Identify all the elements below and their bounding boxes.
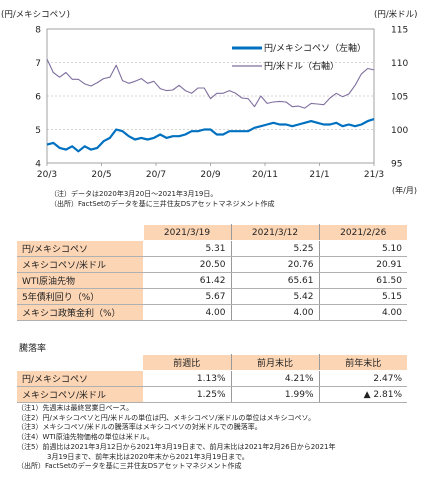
market-data-table: 2021/3/19 2021/3/12 2021/2/26 円/メキシコペソ 5… bbox=[17, 224, 407, 321]
y-left-tick-label: 8 bbox=[35, 26, 41, 36]
table-row: WTI原油先物 61.42 65.61 61.50 bbox=[17, 272, 407, 289]
y-right-tick-label: 105 bbox=[391, 93, 408, 103]
row-label: 5年債利回り（%） bbox=[17, 288, 144, 305]
table-cell: 61.42 bbox=[143, 272, 232, 289]
y-left-tick-label: 7 bbox=[35, 59, 41, 69]
table-row: 5年債利回り（%） 5.67 5.42 5.15 bbox=[17, 288, 407, 305]
row-label: メキシコペソ/米ドル bbox=[17, 386, 143, 403]
series-line-jpy-usd bbox=[46, 58, 375, 109]
table-cell: 5.25 bbox=[231, 240, 320, 257]
table-cell: 20.76 bbox=[231, 256, 320, 273]
chart-source: （出所）FactSetのデータを基に三井住友DSアセットマネジメント作成 bbox=[50, 200, 275, 208]
table-row: 円/メキシコペソ 5.31 5.25 5.10 bbox=[17, 240, 407, 257]
table-row: メキシコペソ/米ドル 1.25% 1.99% ▲ 2.81% bbox=[17, 386, 407, 403]
table-corner bbox=[17, 354, 143, 371]
footnote: （注1）先週末は最終営業日ベース。 bbox=[17, 404, 134, 412]
footnote: （注4）WTI原油先物価格の単位は米ドル。 bbox=[17, 433, 154, 442]
x-axis-label: (年/月) bbox=[392, 185, 417, 195]
table-cell: 1.13% bbox=[143, 370, 232, 387]
row-label: メキシコ政策金利（%） bbox=[17, 304, 144, 321]
y-right-tick-label: 100 bbox=[391, 126, 408, 136]
footnote: （注3）メキシコペソ/米ドルの騰落率はメキシコペソの対米ドルでの騰落率。 bbox=[17, 423, 262, 432]
chart-note: （注）データは2020年3月20日～2021年3月19日。 bbox=[50, 190, 218, 198]
y-left-tick-label: 5 bbox=[35, 126, 41, 136]
chart-legend: 円/メキシコペソ（左軸） 円/米ドル（右軸） bbox=[232, 42, 366, 72]
table-row: 円/メキシコペソ 1.13% 4.21% 2.47% bbox=[17, 370, 407, 387]
table-header-row: 2021/3/19 2021/3/12 2021/2/26 bbox=[17, 224, 407, 241]
footnote: （出所）FactSetのデータを基に三井住友DSアセットマネジメント作成 bbox=[17, 462, 242, 471]
table-header-row: 前週比 前月末比 前年末比 bbox=[17, 354, 407, 371]
table-cell: 4.00 bbox=[231, 304, 320, 321]
series-lines bbox=[46, 58, 375, 153]
column-header: 2021/3/19 bbox=[143, 224, 232, 241]
table-cell: 1.25% bbox=[143, 386, 232, 403]
table-cell: 65.61 bbox=[231, 272, 320, 289]
column-header: 前月末比 bbox=[231, 354, 320, 371]
table-cell: 4.21% bbox=[231, 370, 320, 387]
x-tick-label: 20/7 bbox=[146, 170, 166, 180]
row-label: 円/メキシコペソ bbox=[17, 240, 144, 257]
series-line-jpy-mxn bbox=[46, 118, 375, 153]
column-header: 前週比 bbox=[143, 354, 232, 371]
table-cell: 5.67 bbox=[143, 288, 232, 305]
footnote: 3月19日まで、前年末比は2020年末から2021年3月19日まで。 bbox=[47, 452, 249, 461]
x-tick-label: 20/11 bbox=[252, 170, 278, 180]
table-cell: 4.00 bbox=[319, 304, 407, 321]
change-rate-title: 騰落率 bbox=[19, 344, 47, 354]
x-tick-label: 21/1 bbox=[309, 170, 329, 180]
table-row: メキシコペソ/米ドル 20.50 20.76 20.91 bbox=[17, 256, 407, 273]
table-cell: 5.15 bbox=[319, 288, 407, 305]
legend-label-usd: 円/米ドル（右軸） bbox=[264, 60, 339, 72]
footnotes: （注1）先週末は最終営業日ベース。 （注2）円/メキシコペソと円/米ドルの単位は… bbox=[17, 404, 336, 472]
table-cell: 61.50 bbox=[319, 272, 407, 289]
table-cell: 5.10 bbox=[319, 240, 407, 257]
y-left-tick-label: 4 bbox=[35, 160, 41, 170]
row-label: メキシコペソ/米ドル bbox=[17, 256, 144, 273]
y-left-tick-label: 6 bbox=[35, 93, 41, 103]
x-tick-label: 21/3 bbox=[364, 170, 384, 180]
y-right-tick-label: 110 bbox=[391, 59, 408, 69]
y-right-tick-labels: 95 100 105 110 115 bbox=[391, 26, 408, 170]
table-cell: 5.31 bbox=[143, 240, 232, 257]
legend-label-mxn: 円/メキシコペソ（左軸） bbox=[264, 42, 366, 54]
column-header: 2021/3/12 bbox=[231, 224, 320, 241]
table-cell: 1.99% bbox=[231, 386, 320, 403]
table-corner bbox=[17, 224, 144, 241]
row-label: WTI原油先物 bbox=[17, 272, 144, 289]
y-left-tick-labels: 4 5 6 7 8 bbox=[35, 26, 41, 170]
y-right-tick-label: 95 bbox=[391, 160, 402, 170]
table-cell: 20.50 bbox=[143, 256, 232, 273]
y-left-axis-label: (円/メキシコペソ) bbox=[1, 10, 70, 20]
change-rate-table: 前週比 前月末比 前年末比 円/メキシコペソ 1.13% 4.21% 2.47%… bbox=[17, 354, 407, 403]
table-cell: 4.00 bbox=[143, 304, 232, 321]
chart-gridlines bbox=[47, 62, 374, 130]
x-tick-label: 20/5 bbox=[91, 170, 111, 180]
x-tick-label: 20/9 bbox=[200, 170, 220, 180]
footnote: （注2）円/メキシコペソと円/米ドルの単位は円、メキシコペソ/米ドルの単位はメキ… bbox=[17, 413, 316, 422]
table-row: メキシコ政策金利（%） 4.00 4.00 4.00 bbox=[17, 304, 407, 321]
footnote: （注5）前週比は2021年3月12日から2021年3月19日まで、前月末比は20… bbox=[17, 442, 336, 451]
column-header: 前年末比 bbox=[319, 354, 407, 371]
x-tick-label: 20/3 bbox=[37, 170, 57, 180]
column-header: 2021/2/26 bbox=[319, 224, 407, 241]
row-label: 円/メキシコペソ bbox=[17, 370, 143, 387]
y-right-axis-label: (円/米ドル) bbox=[374, 9, 418, 20]
table-cell: 20.91 bbox=[319, 256, 407, 273]
table-cell: 2.47% bbox=[319, 370, 407, 387]
table-cell: 5.42 bbox=[231, 288, 320, 305]
x-tick-labels: 20/3 20/5 20/7 20/9 20/11 21/1 21/3 bbox=[37, 163, 384, 180]
table-cell: ▲ 2.81% bbox=[319, 386, 407, 403]
y-right-tick-label: 115 bbox=[391, 26, 408, 36]
